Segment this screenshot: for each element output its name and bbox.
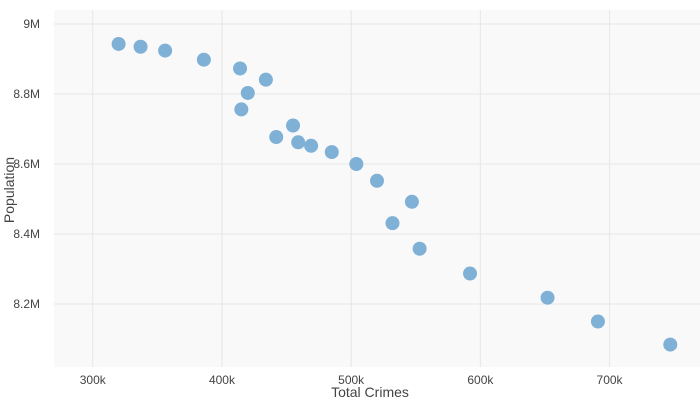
data-point[interactable] <box>234 102 249 117</box>
data-point[interactable] <box>412 241 427 256</box>
data-point[interactable] <box>158 43 173 58</box>
data-point[interactable] <box>233 61 248 76</box>
y-tick-labels: 8.2M 8.4M 8.6M 8.8M 9M <box>13 17 40 311</box>
y-tick-label: 8.8M <box>13 87 40 101</box>
y-tick-label: 8.4M <box>13 227 40 241</box>
data-point[interactable] <box>590 314 605 329</box>
data-point[interactable] <box>663 337 678 352</box>
x-tick-label: 300k <box>80 373 107 387</box>
data-point[interactable] <box>404 194 419 209</box>
data-point[interactable] <box>286 118 301 133</box>
plot-background <box>54 10 700 367</box>
data-point[interactable] <box>324 145 339 160</box>
x-tick-label: 500k <box>338 373 365 387</box>
x-tick-label: 600k <box>467 373 494 387</box>
data-point[interactable] <box>111 36 126 51</box>
x-axis-title: Total Crimes <box>331 384 409 400</box>
x-gridlines <box>92 10 611 367</box>
data-points <box>111 36 678 352</box>
data-point[interactable] <box>133 39 148 54</box>
y-tick-label: 9M <box>23 17 40 31</box>
y-axis-title: Population <box>1 157 17 223</box>
data-point[interactable] <box>269 130 284 145</box>
y-tick-label: 8.6M <box>13 157 40 171</box>
x-tick-labels: 300k 400k 500k 600k 700k <box>80 373 624 387</box>
data-point[interactable] <box>463 266 478 281</box>
data-point[interactable] <box>540 290 555 305</box>
y-gridlines <box>54 23 700 305</box>
data-point[interactable] <box>349 157 364 171</box>
data-point[interactable] <box>258 72 273 87</box>
x-tick-label: 400k <box>209 373 236 387</box>
data-point[interactable] <box>370 173 384 188</box>
y-tick-label: 8.2M <box>13 297 40 311</box>
x-tick-label: 700k <box>597 373 624 387</box>
data-point[interactable] <box>196 52 211 67</box>
data-point[interactable] <box>304 138 319 153</box>
data-point[interactable] <box>291 135 306 150</box>
data-point[interactable] <box>385 216 400 231</box>
data-point[interactable] <box>240 85 255 100</box>
